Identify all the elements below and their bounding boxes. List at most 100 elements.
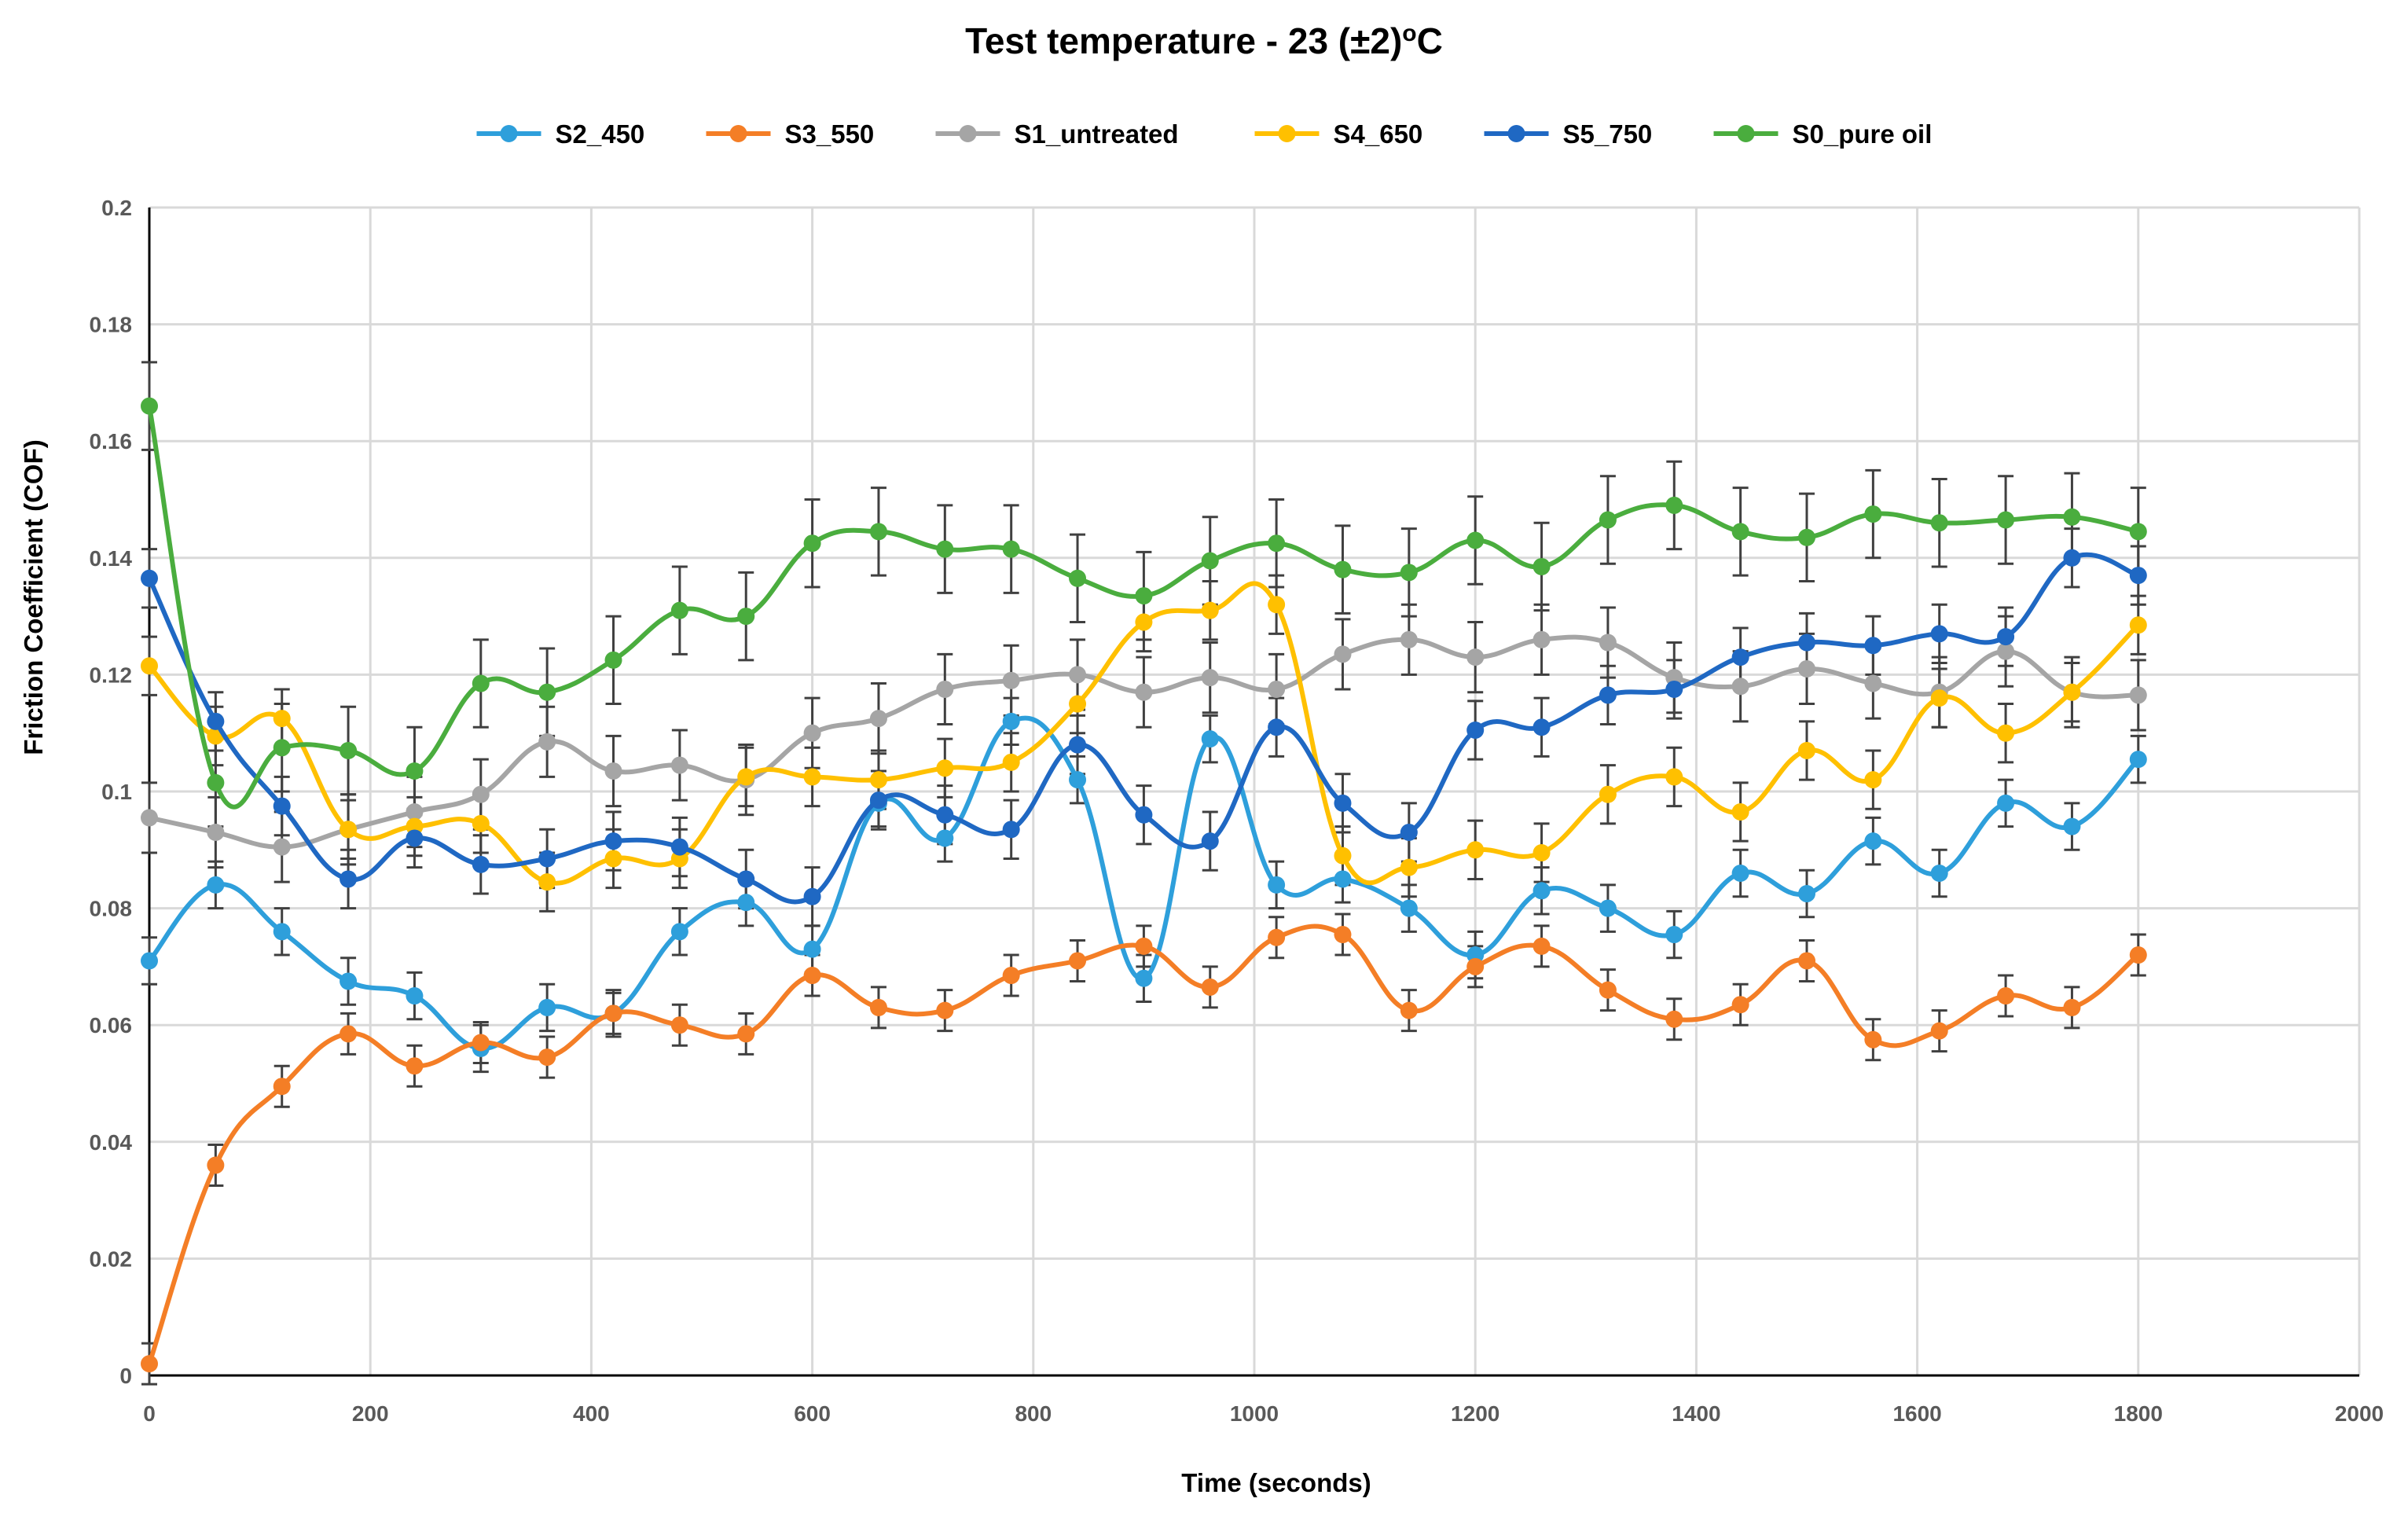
data-point <box>737 870 755 888</box>
x-tick-label: 400 <box>573 1401 610 1426</box>
data-point <box>1665 496 1683 514</box>
data-point <box>273 838 291 856</box>
data-point <box>472 814 490 832</box>
legend-swatch-marker <box>1507 125 1525 142</box>
data-point <box>1997 987 2015 1005</box>
chart-gridlines <box>149 206 2361 1375</box>
data-point <box>670 1016 688 1034</box>
series-s5-750-line <box>147 552 2139 905</box>
x-tick-label: 600 <box>794 1401 831 1426</box>
data-point <box>1731 678 1749 696</box>
data-point <box>538 733 556 751</box>
data-point <box>2129 751 2147 769</box>
data-point <box>273 797 291 815</box>
data-point <box>1135 587 1153 605</box>
data-point <box>1997 511 2015 529</box>
data-point <box>1002 821 1020 839</box>
data-point <box>604 1004 622 1023</box>
data-point <box>936 1001 954 1019</box>
data-point <box>1798 528 1815 546</box>
data-point <box>273 739 291 757</box>
data-point <box>1466 721 1485 739</box>
y-tick-label: 0.04 <box>90 1130 133 1155</box>
data-point <box>1599 511 1617 529</box>
data-point <box>472 674 490 692</box>
data-point <box>1930 689 1948 707</box>
legend-label: S2_450 <box>556 119 645 149</box>
data-point <box>1599 899 1617 917</box>
data-point <box>406 803 424 821</box>
data-point <box>670 601 688 619</box>
legend-swatch-marker <box>1278 125 1296 142</box>
data-point <box>936 806 954 824</box>
data-point <box>1268 876 1286 894</box>
data-point <box>1533 718 1551 736</box>
data-point <box>1466 957 1485 975</box>
x-tick-label: 1600 <box>1892 1401 1941 1426</box>
data-point <box>604 832 622 850</box>
chart-title: Test temperature - 23 (±2)oC <box>965 20 1443 62</box>
data-point <box>1533 630 1551 648</box>
data-point <box>1864 505 1882 523</box>
data-point <box>472 1034 490 1052</box>
data-point <box>1864 771 1882 789</box>
data-point <box>1400 899 1418 917</box>
legend-label: S3_550 <box>785 119 875 149</box>
data-point <box>803 940 821 958</box>
data-point <box>670 838 688 856</box>
data-point <box>936 540 954 558</box>
series-s3-550-markers <box>141 926 2147 1373</box>
data-point <box>1533 937 1551 955</box>
x-tick-label: 1400 <box>1672 1401 1720 1426</box>
data-point <box>1135 969 1153 987</box>
data-point <box>2129 567 2147 585</box>
data-point <box>604 762 622 780</box>
data-point <box>2063 683 2081 701</box>
data-point <box>472 785 490 803</box>
data-point <box>604 850 622 868</box>
legend-item-s1-untreated: S1_untreated <box>935 119 1179 149</box>
y-tick-label: 0.18 <box>90 313 133 337</box>
data-point <box>1201 832 1219 850</box>
data-point <box>1930 865 1948 883</box>
data-point <box>1201 601 1219 619</box>
y-tick-label: 0.1 <box>101 780 132 804</box>
x-tick-label: 200 <box>352 1401 389 1426</box>
data-point <box>1268 928 1286 946</box>
data-point <box>207 876 225 894</box>
data-point <box>604 651 622 669</box>
x-tick-label: 2000 <box>2335 1401 2384 1426</box>
data-point <box>472 855 490 873</box>
data-point <box>1002 753 1020 771</box>
data-point <box>1135 937 1153 955</box>
x-tick-label: 1000 <box>1230 1401 1279 1426</box>
data-point <box>273 710 291 728</box>
data-point <box>1268 534 1286 553</box>
legend-item-s2-450: S2_450 <box>476 119 645 149</box>
data-point <box>869 771 887 789</box>
data-point <box>803 967 821 985</box>
data-point <box>1069 695 1087 713</box>
data-point <box>1599 633 1617 652</box>
data-point <box>1798 659 1815 678</box>
data-point <box>1466 648 1485 667</box>
data-point <box>936 759 954 777</box>
data-point <box>1864 674 1882 692</box>
series-s5-750-markers <box>141 549 2147 905</box>
data-point <box>2129 616 2147 634</box>
data-point <box>538 683 556 701</box>
chart-title-main: Test temperature - 23 (±2) <box>965 20 1402 61</box>
legend-swatch-marker <box>1737 125 1755 142</box>
data-point <box>340 741 358 759</box>
data-point <box>207 712 225 730</box>
data-point <box>1334 846 1352 865</box>
data-point <box>2129 523 2147 541</box>
data-point <box>340 870 358 888</box>
data-point <box>737 1025 755 1043</box>
data-point <box>1069 771 1087 789</box>
data-point <box>1334 645 1352 663</box>
data-point <box>538 1048 556 1067</box>
data-point <box>1864 832 1882 850</box>
y-axis-title: Friction Coefficient (COF) <box>19 439 48 755</box>
